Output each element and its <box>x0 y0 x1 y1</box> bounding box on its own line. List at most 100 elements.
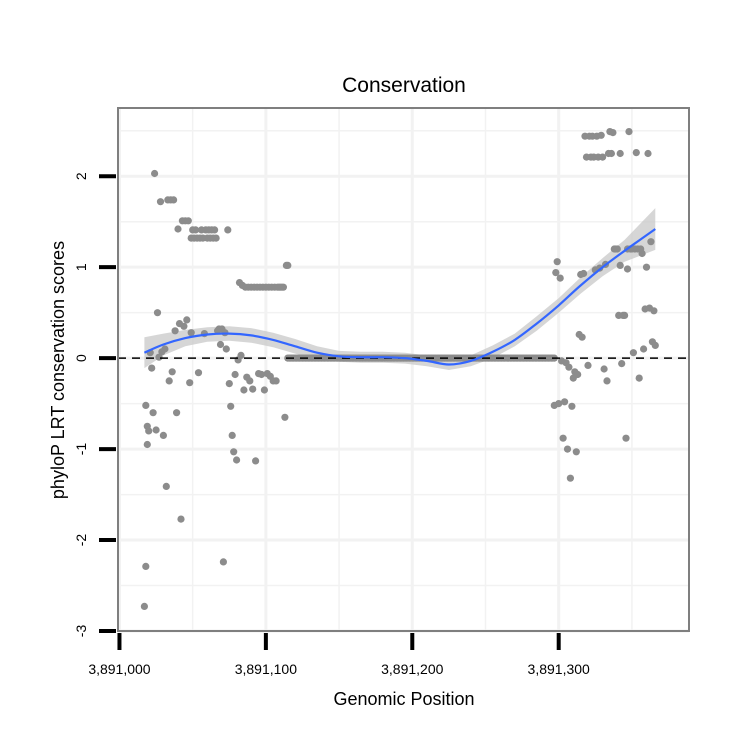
data-point <box>272 377 280 385</box>
x-tick-label: 3,891,200 <box>381 661 443 677</box>
data-point <box>552 269 560 277</box>
data-point <box>597 131 605 139</box>
data-point <box>632 149 640 157</box>
data-point <box>635 374 643 382</box>
data-point <box>246 377 254 385</box>
plot-panel <box>118 108 689 631</box>
data-point <box>228 431 236 439</box>
data-point <box>574 370 582 379</box>
data-point <box>621 311 629 319</box>
data-point <box>563 445 572 453</box>
data-point <box>616 149 624 158</box>
data-point <box>625 128 633 136</box>
x-tick-label: 3,891,100 <box>235 661 297 677</box>
x-tick-label: 3,891,000 <box>88 661 150 677</box>
data-point <box>252 457 260 465</box>
data-point <box>556 274 564 282</box>
data-point <box>140 602 148 611</box>
data-point <box>222 345 230 353</box>
data-point <box>651 341 659 349</box>
data-point <box>142 562 150 571</box>
data-point <box>650 307 658 315</box>
x-axis: 3,891,000 3,891,100 3,891,200 3,891,300 <box>88 633 590 677</box>
data-point <box>151 169 159 178</box>
data-point <box>216 340 225 349</box>
y-tick-label: 1 <box>73 263 89 271</box>
y-axis-title: phyloP LRT conservation scores <box>48 241 68 499</box>
data-point <box>281 413 289 421</box>
data-point <box>186 379 194 387</box>
data-point <box>165 377 173 385</box>
data-point <box>177 515 185 523</box>
data-point <box>152 426 160 434</box>
y-tick-label: -3 <box>73 625 89 638</box>
data-point <box>161 345 169 353</box>
data-point <box>644 149 652 158</box>
data-point <box>180 322 188 330</box>
x-tick-label: 3,891,300 <box>528 661 590 677</box>
data-point <box>145 427 153 435</box>
data-point <box>194 369 203 377</box>
data-point <box>600 365 608 373</box>
data-point <box>555 400 563 408</box>
data-point <box>640 345 648 353</box>
data-point <box>183 316 191 324</box>
data-point <box>173 409 181 417</box>
data-point <box>142 401 150 409</box>
data-point <box>237 351 245 359</box>
data-point <box>647 238 655 246</box>
y-axis: -3 -2 -1 0 1 2 <box>73 172 116 637</box>
data-point <box>561 398 569 406</box>
data-point <box>187 329 195 337</box>
data-point <box>159 431 167 439</box>
data-point <box>609 129 617 137</box>
data-point <box>622 434 630 442</box>
x-axis-title: Genomic Position <box>333 689 474 709</box>
data-point <box>171 327 179 335</box>
data-point <box>174 225 182 233</box>
data-point <box>566 474 575 482</box>
data-point <box>162 482 170 490</box>
data-point <box>224 226 232 234</box>
data-point <box>580 269 588 278</box>
data-point <box>155 353 163 361</box>
data-point <box>616 261 624 269</box>
data-point <box>584 361 592 369</box>
data-point <box>599 153 607 161</box>
plot-panel-border <box>117 107 690 632</box>
data-point <box>578 333 586 341</box>
data-point <box>607 149 616 158</box>
data-point <box>603 377 611 385</box>
data-point <box>613 245 621 253</box>
data-point <box>565 363 573 371</box>
data-point <box>212 234 220 242</box>
data-point <box>149 409 157 417</box>
data-point <box>219 558 227 566</box>
data-point <box>559 434 567 442</box>
data-point <box>553 258 561 266</box>
data-point <box>279 283 287 291</box>
data-point <box>233 456 241 464</box>
data-point <box>618 360 626 368</box>
data-point <box>231 370 239 379</box>
data-point <box>230 448 238 456</box>
data-point <box>629 349 638 357</box>
data-point <box>143 440 151 449</box>
data-point <box>225 380 233 388</box>
data-point <box>642 263 651 271</box>
data-point <box>568 402 576 410</box>
data-point <box>249 385 257 393</box>
y-tick-label: 2 <box>73 172 89 180</box>
data-point <box>284 261 292 269</box>
data-point <box>153 309 162 317</box>
y-tick-label: -2 <box>73 534 89 547</box>
y-tick-label: 0 <box>73 354 89 362</box>
data-point <box>257 370 266 379</box>
data-point <box>211 226 219 234</box>
y-tick-label: -1 <box>73 443 89 456</box>
smooth-trend-line <box>143 228 656 366</box>
data-point <box>638 249 646 258</box>
data-point <box>572 448 580 456</box>
